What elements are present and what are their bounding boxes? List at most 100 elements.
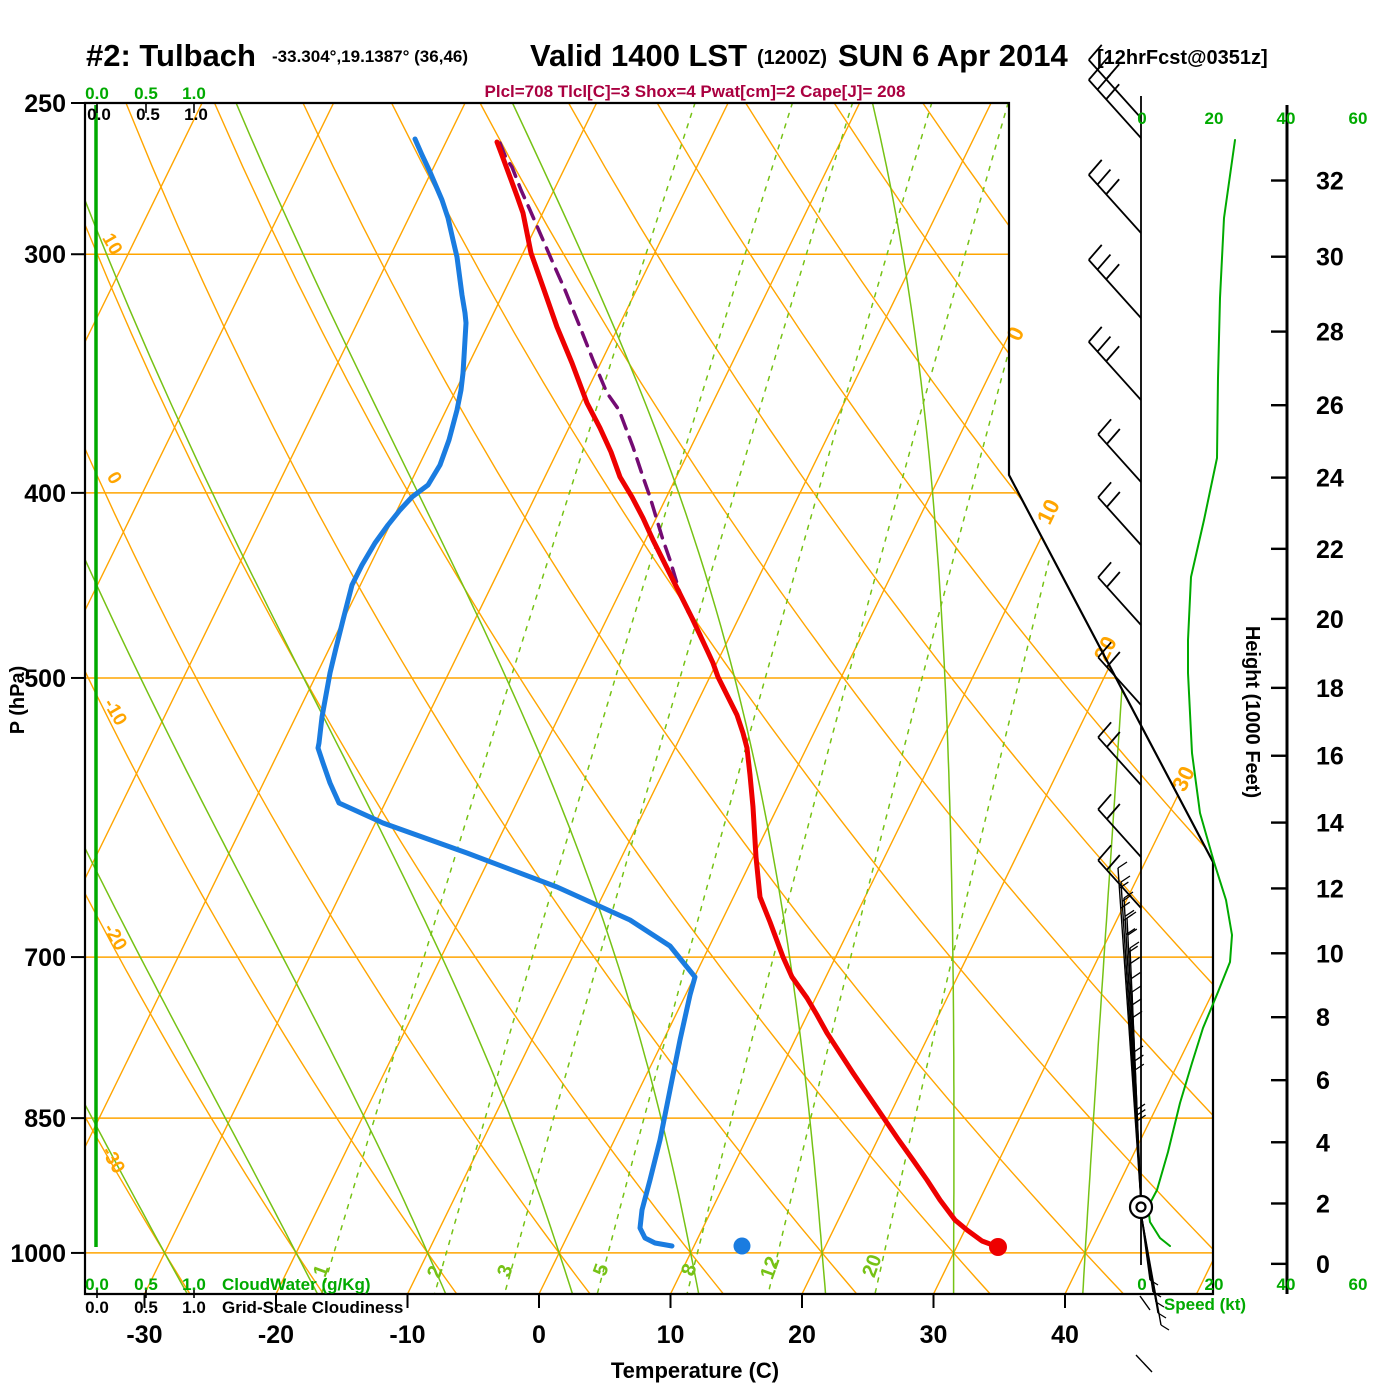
- moist-adiabat-line: [235, 103, 700, 1294]
- plot-border: [83, 101, 1215, 1296]
- valid-zulu: (1200Z): [757, 47, 827, 69]
- wind-barb-stem: [1097, 433, 1142, 483]
- surface-fan-feather: [1131, 985, 1142, 993]
- speed-axis-title: Speed (kt): [1164, 1295, 1246, 1314]
- cloudwater-scale-label: 0.0: [85, 1275, 109, 1294]
- wind-barb-column: [1088, 44, 1170, 1373]
- surface-fan-feather: [1132, 998, 1142, 1006]
- surface-fan-feather: [1130, 956, 1141, 964]
- dry-adiabat-label: -10: [99, 695, 131, 729]
- moist-adiabat-line: [85, 103, 188, 1294]
- isotherm-label: 10: [1032, 495, 1065, 528]
- surface-fan-feather: [1123, 891, 1134, 899]
- temperature-tick-label: 20: [788, 1321, 816, 1349]
- valid-fcst: [12hrFcst@0351z]: [1097, 47, 1268, 69]
- cloudwater-scale-label: 0.5: [134, 1275, 158, 1294]
- isotherm-line: [406, 103, 992, 1294]
- pressure-tick-label: 400: [24, 480, 66, 508]
- pressure-tick-label: 250: [24, 90, 66, 118]
- isotherm-line: [143, 103, 729, 1294]
- mixing-ratio-label: 2: [423, 1263, 447, 1281]
- pressure-axis-title: P (hPa): [7, 666, 29, 735]
- surface-fan-feather: [1135, 1109, 1146, 1117]
- surface-fan-feather: [1134, 1063, 1145, 1071]
- surface-fan-feather: [1160, 1324, 1170, 1331]
- moist-adiabat-line: [85, 103, 574, 1294]
- height-tick-label: 10: [1316, 940, 1344, 968]
- height-tick-label: 20: [1316, 606, 1344, 634]
- speed-tick-label: 40: [1277, 1275, 1296, 1294]
- mixing-ratio-line: [767, 103, 1078, 1294]
- surface-fan-barb: [1140, 1212, 1162, 1326]
- station-circle-outer: [1128, 1194, 1154, 1220]
- temperature-tick-label: 0: [532, 1321, 546, 1349]
- wind-barb-feather: [1088, 244, 1103, 261]
- temperature-tick-label: -10: [389, 1321, 425, 1349]
- temperature-tick-label: -20: [258, 1321, 294, 1349]
- station-coords: -33.304°,19.1387° (36,46): [272, 47, 468, 66]
- dry-adiabat-line: [1365, 103, 1400, 1293]
- mixing-ratio-label: 12: [756, 1254, 784, 1282]
- mixing-ratio-line: [686, 103, 1009, 1294]
- wind-barb-feather: [1088, 326, 1103, 343]
- moist-adiabat-line: [871, 103, 955, 1294]
- pressure-tick-label: 300: [24, 241, 66, 269]
- cloudwater-scale-label: 0.5: [134, 84, 158, 103]
- dry-adiabat-label: -30: [97, 1143, 129, 1177]
- wind-barb-feather: [1097, 793, 1112, 810]
- pressure-tick-label: 500: [24, 665, 66, 693]
- surface-fan-feather: [1130, 972, 1141, 980]
- temperature-tick-label: 30: [920, 1321, 948, 1349]
- height-tick-label: 2: [1316, 1190, 1330, 1218]
- wind-barb-feather: [1097, 418, 1112, 435]
- cloudwater-scale-label: 0.0: [85, 84, 109, 103]
- isotherm-line: [801, 103, 1213, 1294]
- dry-adiabat-line: [85, 103, 724, 1294]
- wind-barb-feather: [1088, 64, 1103, 81]
- temperature-tick-label: 40: [1051, 1321, 1079, 1349]
- dry-adiabat-label: 0: [102, 468, 125, 488]
- height-tick-label: 8: [1316, 1004, 1330, 1032]
- wind-barb-feather: [1088, 44, 1103, 61]
- height-tick-label: 14: [1316, 810, 1344, 838]
- moist-adiabat-line: [85, 103, 447, 1294]
- speed-tick-label: 0: [1137, 1275, 1146, 1294]
- moist-adiabat-line: [85, 103, 318, 1294]
- surface-fan-feather: [1129, 941, 1140, 949]
- moist-adiabat-line: [511, 103, 827, 1294]
- mixing-ratio-label: 3: [493, 1262, 517, 1280]
- speed-tick-label: 60: [1349, 1275, 1368, 1294]
- isotherm-line: [275, 103, 861, 1294]
- dry-adiabat-line: [656, 103, 1213, 1294]
- wind-barb-feather: [1106, 731, 1121, 748]
- pressure-tick-label: 700: [24, 944, 66, 972]
- wind-barb-feather: [1106, 651, 1121, 668]
- height-tick-label: 24: [1316, 465, 1344, 493]
- dry-adiabat-line: [567, 103, 1213, 1294]
- surface-dewpoint-dot: [733, 1237, 751, 1255]
- wind-barb-feather: [1096, 253, 1112, 271]
- surface-fan-feather: [1132, 1010, 1143, 1018]
- isotherm-line: [1195, 103, 1213, 1294]
- isotherm-line: [85, 103, 203, 1294]
- height-tick-label: 6: [1316, 1067, 1330, 1095]
- temperature-axis-title: Temperature (C): [611, 1358, 779, 1383]
- height-tick-label: 30: [1316, 244, 1344, 272]
- wind-barb-feather: [1097, 561, 1112, 578]
- isotherm-line: [932, 103, 1213, 1294]
- dry-adiabat-line: [85, 103, 591, 1294]
- station-circle-inner: [1135, 1201, 1147, 1213]
- speed-tick-label: 40: [1277, 109, 1296, 128]
- cloudiness-scale-label: 0.5: [136, 105, 160, 124]
- wind-speed-profile: [1147, 139, 1236, 1247]
- dewpoint-curve: [315, 136, 698, 1249]
- height-tick-label: 16: [1316, 743, 1344, 771]
- surface-fan-feather: [1134, 1054, 1144, 1062]
- wind-barb-stem: [1097, 736, 1142, 786]
- height-tick-label: 22: [1316, 536, 1344, 564]
- dry-adiabat-line: [302, 103, 1124, 1294]
- mixing-ratio-label: 20: [858, 1252, 886, 1280]
- wind-barb-feather: [1105, 263, 1120, 280]
